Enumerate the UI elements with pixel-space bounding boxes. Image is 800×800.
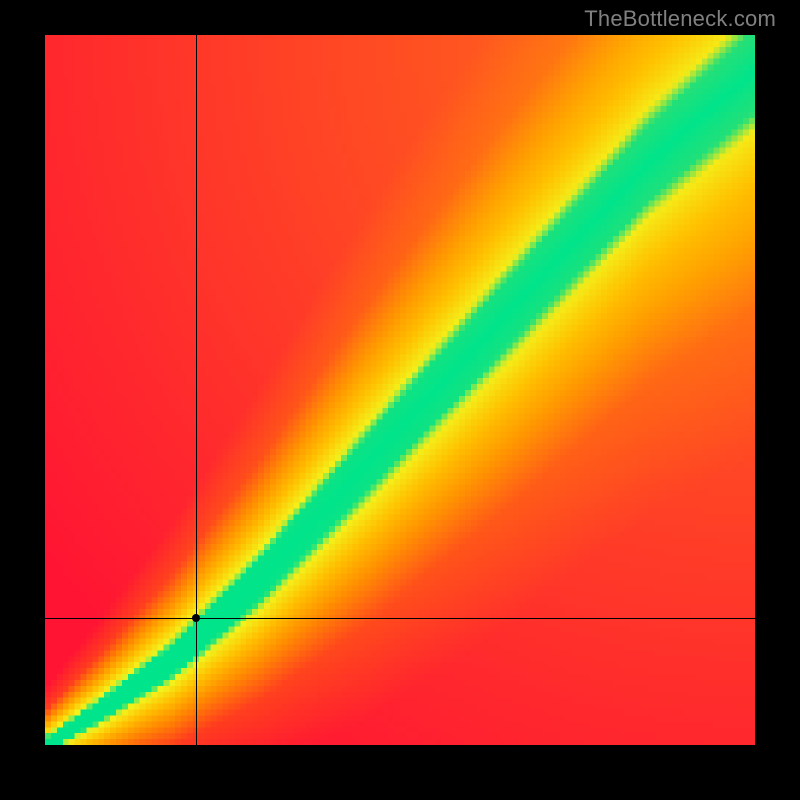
crosshair-horizontal [45,618,755,619]
crosshair-vertical [196,35,197,745]
crosshair-marker [192,614,200,622]
heatmap-canvas [45,35,755,745]
watermark-text: TheBottleneck.com [584,6,776,32]
heatmap-plot [45,35,755,745]
